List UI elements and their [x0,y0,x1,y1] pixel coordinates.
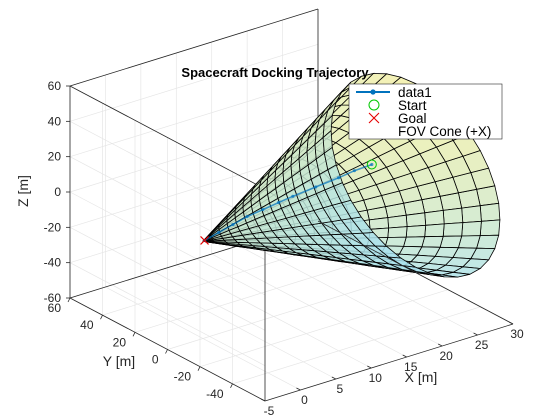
fov-cone-patch [385,237,406,246]
trajectory-point [231,223,234,226]
trajectory-point [337,176,340,179]
legend-label-fov-cone: FOV Cone (+X) [398,124,491,139]
z-tick-label: -40 [44,256,62,270]
legend-dot-icon [370,89,375,94]
trajectory-point [217,231,220,234]
z-tick-label: 60 [48,79,62,93]
trajectory-point [291,195,294,198]
x-tick-label: 0 [301,393,308,407]
fov-cone-patch [425,224,445,237]
x-tick-label: 5 [337,382,344,396]
fov-cone-patch [480,203,500,221]
x-tick-label: 20 [439,349,453,363]
x-tick-label: 25 [475,338,489,352]
trajectory-point [261,208,264,211]
fov-cone-patch [462,221,482,236]
fov-cone-patch [388,215,407,228]
fov-cone-patch [440,236,462,248]
z-tick-label: -20 [44,220,62,234]
fov-cone-patch [462,206,482,223]
trajectory-point [370,163,373,166]
x-axis-label: X [m] [405,369,438,385]
fov-cone-patch [480,220,500,236]
fov-cone-patch [406,213,426,227]
z-axis-label: Z [m] [15,175,31,207]
chart-title: Spacecraft Docking Trajectory [181,65,369,80]
fov-cone-patch [425,210,445,225]
fov-cone-patch [422,236,443,247]
y-axis-label: Y [m] [103,353,135,369]
fov-cone-patch [443,223,463,237]
z-tick-label: 0 [54,185,61,199]
trajectory-point [277,201,280,204]
x-tick-label: 10 [369,371,383,385]
fov-cone-patch [443,208,463,224]
legend: data1 Start Goal FOV Cone (+X) [349,84,502,139]
fov-cone-patch [404,237,425,247]
y-tick-label: 40 [80,318,94,332]
trajectory-point [353,169,356,172]
z-tick-label: -60 [44,291,62,305]
y-tick-label: -40 [206,387,224,401]
z-tick-label: 40 [48,114,62,128]
trajectory-point [245,215,248,218]
fov-cone-patch [406,225,426,237]
fov-cone-patch [388,227,407,238]
z-tick-label: 20 [48,150,62,164]
x-tick-label: -5 [264,404,275,418]
y-tick-label: -20 [174,370,192,384]
y-tick-label: 0 [152,353,159,367]
x-tick-label: 30 [510,327,524,341]
trajectory-point [314,185,317,188]
y-tick-label: 20 [113,335,127,349]
legend-entry-fov-cone: FOV Cone (+X) [398,124,491,139]
fov-cone-patch [369,218,388,230]
